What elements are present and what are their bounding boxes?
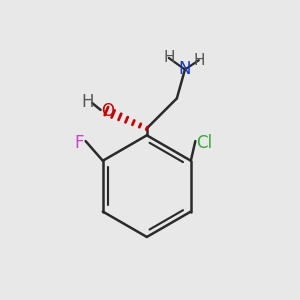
Text: N: N — [179, 61, 191, 79]
Text: H: H — [82, 93, 94, 111]
Text: F: F — [74, 134, 83, 152]
Text: Cl: Cl — [196, 134, 213, 152]
Text: H: H — [193, 53, 205, 68]
Text: O: O — [101, 102, 114, 120]
Text: H: H — [163, 50, 175, 65]
